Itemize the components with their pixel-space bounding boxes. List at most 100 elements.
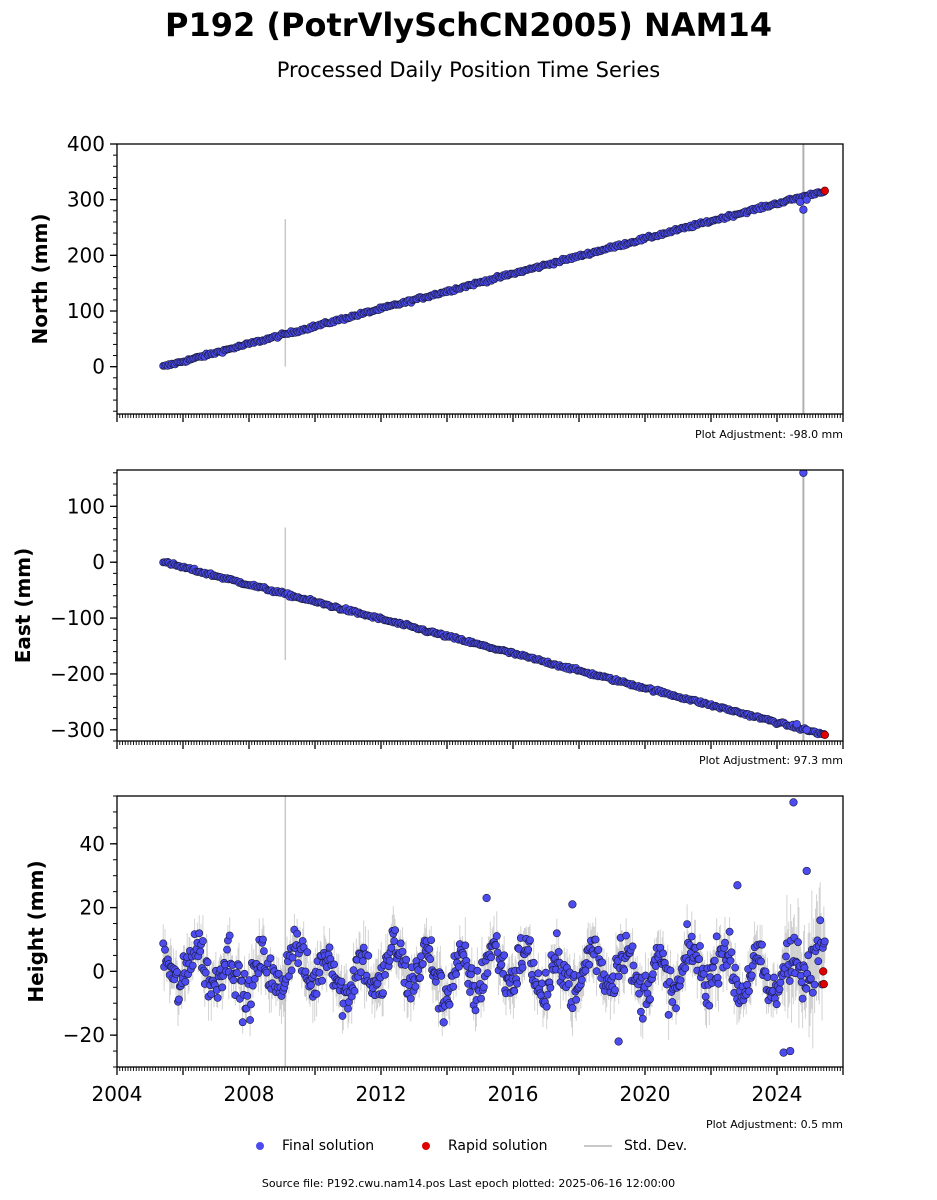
std-dev-marker	[584, 1145, 612, 1147]
y-axis-label: East (mm)	[11, 548, 35, 664]
final-point	[243, 992, 252, 1000]
final-point	[585, 960, 594, 969]
final-point	[598, 958, 606, 967]
final-point	[188, 961, 197, 970]
final-point	[248, 981, 257, 990]
final-point	[195, 929, 204, 938]
final-point	[174, 995, 183, 1004]
final-point	[405, 981, 413, 989]
panel-0-content	[159, 144, 829, 414]
panel-2-content	[159, 796, 829, 1067]
x-tick-label: 2004	[92, 1082, 143, 1106]
final-point	[763, 973, 772, 981]
final-point	[396, 939, 405, 948]
final-point	[564, 980, 573, 988]
final-point	[804, 951, 813, 960]
final-point	[173, 968, 181, 976]
final-point	[726, 956, 735, 965]
final-point	[487, 953, 496, 962]
final-point	[513, 979, 521, 988]
final-point	[552, 929, 561, 938]
final-point	[491, 941, 500, 950]
final-point	[315, 968, 324, 977]
final-point	[477, 994, 485, 1003]
final-point	[807, 974, 815, 983]
final-point	[461, 941, 470, 950]
final-point	[592, 967, 601, 976]
final-point	[426, 955, 435, 963]
final-point	[524, 945, 533, 954]
final-point	[611, 986, 619, 994]
y-tick-label: 40	[80, 832, 105, 856]
final-point	[776, 978, 785, 987]
legend: Final solution Rapid solution Std. Dev.	[0, 1138, 937, 1158]
final-point	[259, 947, 268, 955]
final-point	[814, 957, 823, 966]
final-point	[344, 1004, 352, 1013]
final-point	[203, 958, 212, 967]
chart-subtitle: Processed Daily Position Time Series	[276, 58, 661, 82]
y-axis-label: North (mm)	[28, 213, 52, 344]
final-point	[568, 900, 577, 909]
final-point	[385, 956, 394, 965]
north-plot-adjustment: Plot Adjustment: -98.0 mm	[695, 428, 843, 441]
final-point	[659, 949, 667, 958]
final-point	[799, 470, 808, 477]
y-tick-label: −200	[50, 662, 105, 686]
plot-frame	[116, 795, 844, 1068]
chart-title: P192 (PotrVlySchCN2005) NAM14	[165, 6, 772, 44]
final-point	[238, 1018, 247, 1027]
panel-2: 40 20 0 −20 2004 2008 2012 2016 2020 2024 Height (…	[24, 795, 844, 1106]
final-point	[473, 966, 482, 975]
final-point	[398, 947, 407, 956]
final-point	[699, 970, 708, 978]
final-point	[201, 968, 210, 977]
final-point	[782, 952, 790, 961]
final-point	[181, 977, 190, 986]
y-tick-label: −100	[50, 606, 105, 630]
final-point	[808, 988, 817, 997]
height-plot-adjustment: Plot Adjustment: 0.5 mm	[705, 1118, 843, 1131]
final-point	[358, 957, 367, 965]
final-point	[479, 983, 488, 992]
source-footer: Source file: P192.cwu.nam14.pos Last epo…	[261, 1177, 676, 1190]
final-point	[731, 963, 740, 972]
final-point	[802, 866, 811, 876]
final-point	[454, 962, 463, 971]
final-point	[775, 985, 784, 993]
y-tick-label: 20	[80, 896, 105, 920]
legend-std-label: Std. Dev.	[624, 1138, 688, 1154]
final-point	[581, 966, 590, 975]
final-point	[390, 937, 399, 945]
east-plot-adjustment: Plot Adjustment: 97.3 mm	[698, 754, 843, 767]
final-point	[318, 976, 326, 985]
final-point	[235, 961, 243, 970]
final-point	[687, 932, 696, 941]
final-point	[526, 936, 534, 944]
final-point	[161, 945, 169, 954]
plot-frame	[116, 469, 844, 742]
final-point	[406, 994, 415, 1003]
final-point	[794, 938, 802, 947]
panel-0: 0 100 200 300 400 North (mm)	[28, 132, 844, 422]
final-point	[577, 976, 586, 984]
final-point	[381, 971, 389, 979]
final-point	[359, 943, 368, 952]
final-point	[350, 987, 359, 995]
final-point	[510, 987, 519, 995]
final-point	[497, 960, 506, 969]
final-point	[799, 205, 808, 214]
final-point	[758, 940, 766, 949]
final-point	[681, 964, 690, 972]
y-tick-label: 200	[67, 243, 105, 267]
y-tick-label: 100	[67, 494, 105, 518]
rapid-point	[820, 186, 829, 195]
final-point	[696, 942, 704, 950]
final-point	[288, 953, 297, 962]
final-point	[802, 984, 811, 993]
panel-1: 100 0 −100 −200 −300 East (mm)	[11, 469, 844, 749]
final-point	[427, 936, 436, 944]
final-point	[529, 958, 538, 967]
final-point	[786, 1046, 795, 1056]
